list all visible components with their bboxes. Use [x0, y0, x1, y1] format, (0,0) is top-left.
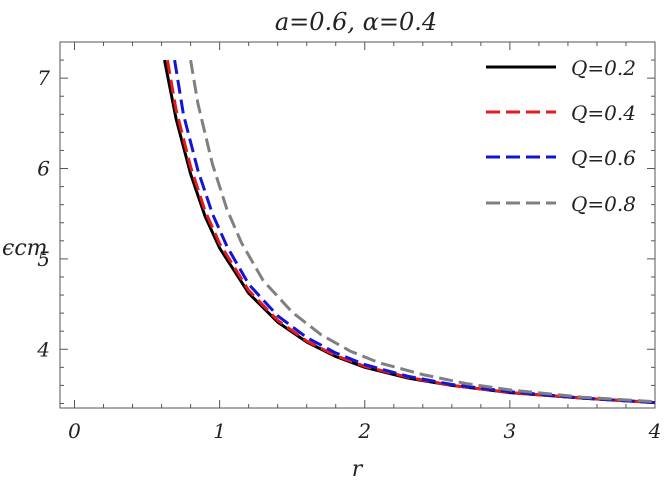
y-axis-label: ϵcm	[2, 236, 48, 261]
legend-label-4: Q=0.8	[571, 192, 636, 216]
series-line-3	[173, 59, 656, 405]
x-axis-label: r	[352, 457, 364, 482]
legend-label-3: Q=0.6	[571, 146, 636, 170]
x-tick-label: 2	[357, 419, 371, 443]
series-line-4	[189, 59, 656, 404]
y-tick-label: 5	[37, 247, 50, 271]
y-tick-label: 6	[37, 157, 50, 181]
x-tick-label: 3	[504, 419, 517, 443]
series-layer	[163, 59, 656, 405]
chart-title: a=0.6, α=0.4	[275, 8, 437, 36]
x-tick-label: 0	[68, 419, 81, 443]
plot-frame	[59, 41, 656, 409]
x-tick-label: 1	[213, 419, 226, 443]
axis-ticks: 0 1 2 3 4 4 5 6 7	[36, 41, 662, 443]
series-line-2	[165, 59, 656, 405]
legend-label-1: Q=0.2	[571, 56, 636, 80]
y-tick-label: 7	[37, 66, 50, 90]
y-tick-label: 4	[36, 337, 50, 361]
legend: Q=0.2 Q=0.4 Q=0.6 Q=0.8	[486, 56, 636, 216]
x-tick-label: 4	[648, 419, 662, 443]
legend-label-2: Q=0.4	[571, 101, 636, 125]
